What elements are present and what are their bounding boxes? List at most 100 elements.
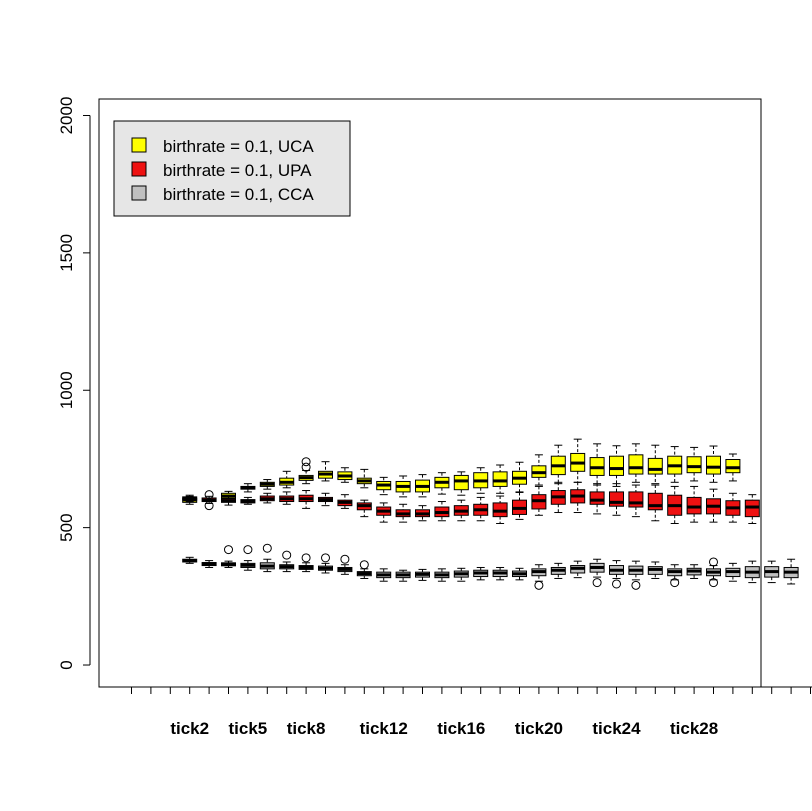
- box: [298, 553, 314, 573]
- box-outlier: [670, 578, 680, 588]
- box: [318, 553, 333, 574]
- box: [376, 502, 392, 523]
- box: [453, 567, 469, 582]
- series-3: [182, 543, 799, 590]
- box-outlier: [359, 560, 369, 570]
- box-iqr: [609, 455, 624, 476]
- box: [706, 445, 721, 483]
- box-outlier: [243, 545, 253, 555]
- box-outlier: [262, 543, 272, 553]
- box: [356, 468, 372, 489]
- box: [609, 483, 624, 516]
- box: [395, 475, 411, 498]
- box-outlier: [204, 501, 214, 511]
- box: [589, 483, 605, 515]
- box: [609, 445, 624, 487]
- box: [415, 568, 430, 581]
- series-1: [182, 438, 741, 505]
- box: [531, 485, 547, 516]
- legend-label-uca: birthrate = 0.1, UCA: [163, 137, 314, 156]
- box-outlier: [301, 457, 311, 467]
- x-tick-label: tick24: [592, 719, 641, 738]
- box: [259, 492, 275, 504]
- box: [337, 494, 353, 509]
- x-axis: tick2 tick5 tick8 tick12 tick16 tick20 tick24 t…: [131, 686, 812, 738]
- box: [609, 560, 624, 589]
- box-iqr: [589, 491, 605, 505]
- box-iqr: [647, 492, 663, 511]
- x-tick-label: tick16: [437, 719, 485, 738]
- x-tick-label: tick2: [170, 719, 209, 738]
- box-iqr: [609, 491, 624, 507]
- series-2: [182, 481, 760, 525]
- box: [298, 457, 314, 485]
- box: [725, 453, 741, 482]
- box: [473, 496, 489, 522]
- box: [686, 564, 702, 579]
- box-outlier: [709, 557, 718, 567]
- box: [434, 568, 450, 582]
- box: [395, 503, 411, 523]
- box-outlier: [282, 550, 292, 560]
- box-outlier: [612, 579, 621, 589]
- box: [221, 496, 236, 506]
- box: [628, 484, 644, 518]
- box: [492, 495, 508, 525]
- box: [783, 558, 799, 585]
- box: [570, 560, 586, 579]
- box: [415, 474, 430, 498]
- box: [279, 491, 295, 505]
- box: [259, 479, 275, 490]
- box: [182, 494, 198, 503]
- box: [337, 467, 353, 483]
- box-outlier: [340, 554, 350, 564]
- legend-swatch-cca: [131, 185, 147, 201]
- box: [356, 499, 372, 518]
- box: [473, 566, 489, 581]
- box: [647, 561, 663, 579]
- box: [318, 492, 333, 507]
- box-iqr: [628, 491, 644, 508]
- box-outlier: [301, 553, 311, 563]
- box: [434, 472, 450, 495]
- box: [395, 569, 411, 582]
- box: [512, 567, 527, 581]
- box: [376, 476, 392, 496]
- box: [570, 438, 586, 483]
- box: [706, 557, 721, 588]
- legend-box: [113, 120, 351, 217]
- box-outlier: [321, 553, 330, 563]
- legend-swatch-uca: [131, 137, 147, 153]
- box: [221, 545, 236, 568]
- box: [182, 556, 198, 564]
- y-axis: 0 500 1000 1500 2000: [57, 97, 91, 670]
- box-series: [182, 438, 799, 590]
- box-outlier: [709, 578, 718, 588]
- x-tick-label: tick8: [287, 719, 326, 738]
- y-tick-label: 0: [57, 660, 76, 669]
- y-tick-label: 500: [57, 513, 76, 541]
- box-iqr: [492, 471, 508, 487]
- box: [240, 496, 256, 505]
- legend-label-cca: birthrate = 0.1, CCA: [163, 185, 314, 204]
- box: [686, 446, 702, 482]
- box-outlier: [204, 490, 214, 500]
- box: [628, 443, 644, 483]
- box: [453, 471, 469, 496]
- box: [473, 467, 489, 494]
- box: [201, 490, 217, 511]
- box-outlier: [301, 462, 311, 472]
- box: [279, 470, 295, 489]
- box: [240, 483, 256, 493]
- box-outlier: [631, 580, 641, 590]
- box: [667, 446, 683, 483]
- box: [279, 550, 295, 573]
- box-iqr: [686, 456, 702, 474]
- box: [337, 554, 353, 575]
- box: [550, 481, 566, 514]
- box: [725, 562, 741, 582]
- x-tick-label: tick12: [360, 719, 408, 738]
- y-tick-label: 2000: [57, 97, 76, 135]
- x-tick-label: tick28: [670, 719, 718, 738]
